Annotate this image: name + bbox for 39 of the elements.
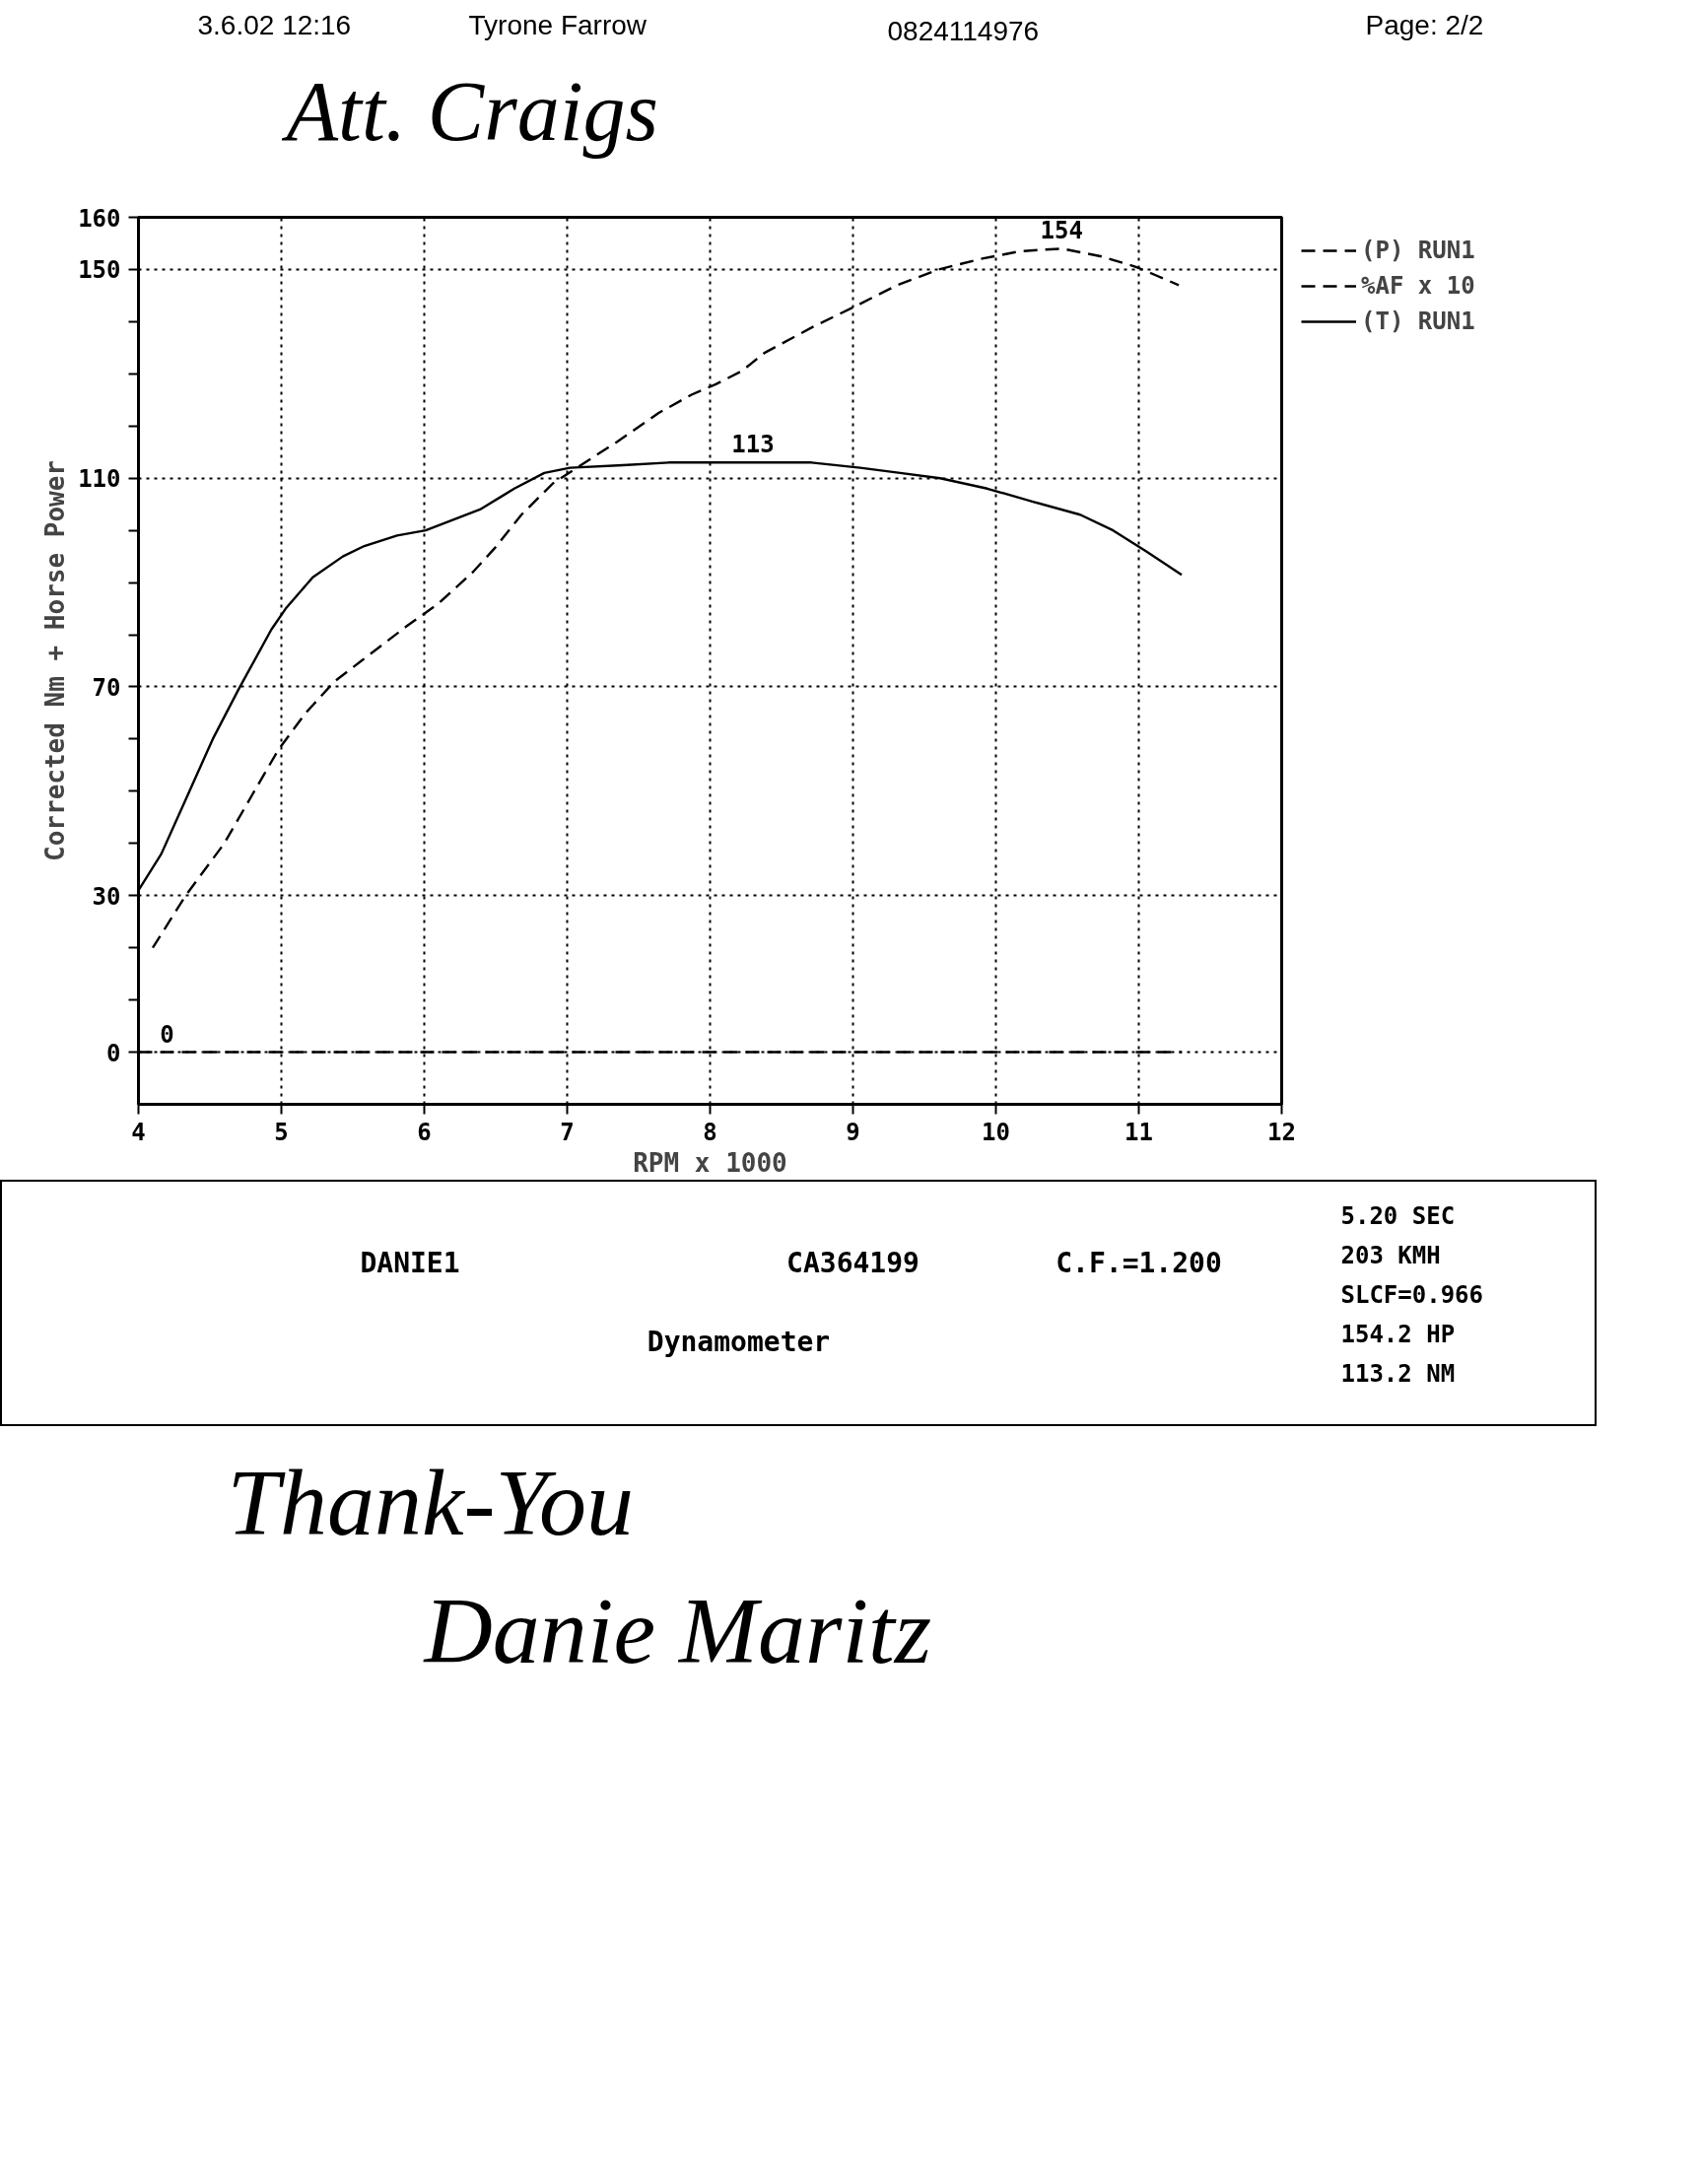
annotation: 0 xyxy=(160,1020,174,1049)
y-axis-title: Corrected Nm + Horse Power xyxy=(40,459,71,861)
y-tick-label: 70 xyxy=(92,673,121,702)
text: 113.2 NM xyxy=(1340,1359,1456,1388)
text: 154.2 HP xyxy=(1340,1320,1456,1348)
text: 203 KMH xyxy=(1340,1241,1441,1269)
y-tick-label: 110 xyxy=(78,465,121,494)
legend-label: (T) RUN1 xyxy=(1361,307,1475,335)
text: 3.6.02 12:16 xyxy=(197,9,352,40)
x-tick-label: 5 xyxy=(274,1118,289,1146)
x-tick-label: 8 xyxy=(703,1118,717,1146)
text: Dynamometer xyxy=(647,1325,831,1358)
annotation: 154 xyxy=(1040,217,1083,245)
x-tick-label: 12 xyxy=(1267,1118,1296,1146)
text: DANIE1 xyxy=(360,1246,460,1279)
text: Att. Craigs xyxy=(281,63,659,159)
y-tick-label: 160 xyxy=(78,204,121,233)
text: CA364199 xyxy=(786,1246,920,1279)
text: SLCF=0.966 xyxy=(1340,1280,1483,1309)
x-tick-label: 10 xyxy=(982,1118,1010,1146)
x-tick-label: 9 xyxy=(846,1118,860,1146)
text: Page: 2/2 xyxy=(1365,9,1484,40)
x-axis-title: RPM x 1000 xyxy=(633,1147,787,1178)
text: 0824114976 xyxy=(887,15,1040,46)
x-tick-label: 7 xyxy=(560,1118,575,1146)
y-tick-label: 30 xyxy=(92,882,121,911)
y-tick-label: 0 xyxy=(106,1039,121,1067)
y-tick-label: 150 xyxy=(78,256,121,285)
text: Tyrone Farrow xyxy=(468,9,647,40)
text: 5.20 SEC xyxy=(1340,1201,1456,1230)
text: Danie Maritz xyxy=(422,1577,932,1683)
x-tick-label: 11 xyxy=(1124,1118,1153,1146)
text: C.F.=1.200 xyxy=(1056,1246,1222,1279)
x-tick-label: 6 xyxy=(417,1118,432,1146)
legend-label: %AF x 10 xyxy=(1361,272,1475,300)
text: Thank-You xyxy=(227,1449,635,1555)
annotation: 113 xyxy=(731,431,775,459)
x-tick-label: 4 xyxy=(131,1118,146,1146)
legend-label: (P) RUN1 xyxy=(1361,237,1475,264)
